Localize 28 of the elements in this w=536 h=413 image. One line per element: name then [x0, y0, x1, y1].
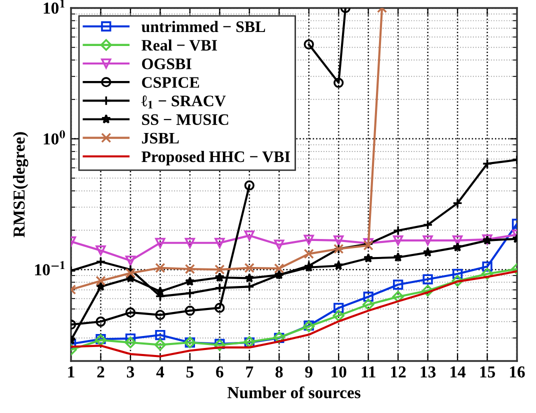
x-tick-label: 7: [246, 366, 254, 378]
x-tick-label: 15: [480, 366, 495, 378]
y-tick-label: 10$^{−1}$: [35, 261, 65, 276]
legend-label: SS − MUSIC: [142, 114, 228, 125]
y-tick-label: 10$^{0}$: [44, 130, 65, 145]
legend-label: Real − VBI: [142, 39, 217, 51]
x-tick-label: 4: [156, 366, 164, 378]
x-tick-label: 3: [126, 366, 134, 378]
y-axis-title: RMSE(degree): [13, 132, 28, 238]
x-tick-label: 9: [305, 366, 312, 378]
x-tick-label: 2: [97, 366, 104, 378]
x-tick-label: 14: [450, 366, 466, 378]
x-axis-title: Number of sources: [227, 386, 360, 398]
legend-label: ℓ$_{1}$ − SRACV: [141, 96, 226, 108]
x-tick-label: 8: [276, 366, 283, 378]
legend-label: JSBL: [142, 132, 179, 144]
legend-label: untrimmed − SBL: [142, 20, 266, 32]
x-tick-label: 11: [362, 366, 376, 378]
x-tick-label: 12: [391, 366, 406, 378]
legend-label: CSPICE: [142, 77, 200, 88]
x-tick-label: 5: [186, 366, 194, 378]
x-tick-label: 10: [332, 366, 346, 378]
x-tick-label: 13: [420, 366, 436, 378]
x-tick-label: 1: [68, 366, 74, 378]
x-tick-label: 16: [510, 366, 525, 378]
legend-label: OGSBI: [142, 58, 192, 70]
legend-label: Proposed HHC − VBI: [142, 150, 290, 166]
x-tick-label: 6: [216, 366, 224, 378]
